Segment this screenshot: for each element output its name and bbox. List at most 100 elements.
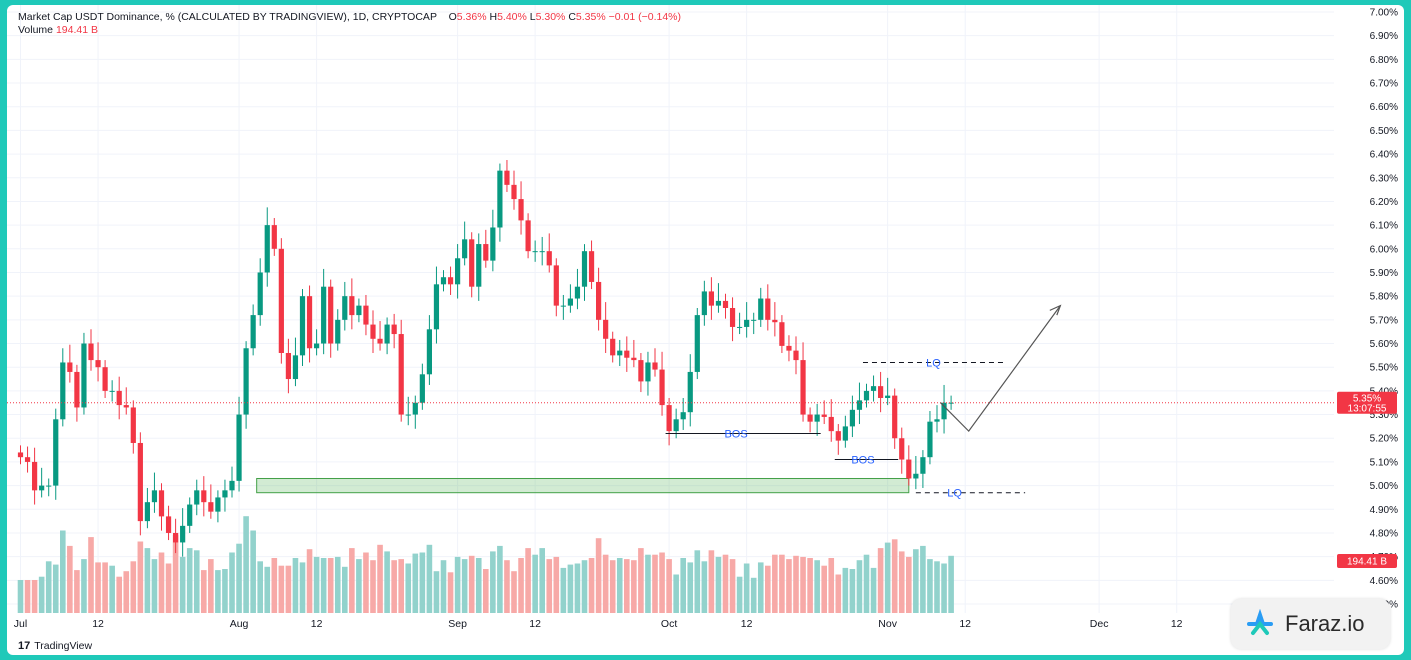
volume-bar — [560, 567, 567, 613]
candle-body — [920, 457, 926, 474]
volume-bar — [88, 537, 94, 613]
y-tick-label: 6.50% — [1370, 126, 1398, 137]
symbol-title[interactable]: Market Cap USDT Dominance, % (CALCULATED… — [18, 11, 437, 23]
close-value: 5.35% — [575, 11, 606, 23]
candle-body — [546, 251, 552, 266]
candle-body — [560, 305, 566, 307]
candle-body — [553, 265, 559, 306]
y-tick-label: 5.00% — [1370, 481, 1398, 492]
volume-label[interactable]: Volume — [18, 24, 54, 36]
volume-bar — [447, 572, 454, 613]
candle-body — [666, 405, 672, 432]
candle-body — [532, 251, 538, 253]
tradingview-logo[interactable]: 17 TradingView — [18, 640, 92, 652]
volume-bar — [229, 552, 235, 613]
volume-bar — [363, 552, 369, 613]
volume-bar — [913, 549, 919, 613]
candle-body — [447, 277, 454, 285]
candle-body — [116, 390, 122, 406]
volume-bar — [201, 570, 207, 613]
price-chart[interactable]: 4.50%4.60%4.70%4.80%4.90%5.00%5.10%5.20%… — [7, 5, 1404, 655]
price-badge-bg — [1337, 391, 1397, 414]
y-tick-label: 5.70% — [1370, 315, 1398, 326]
volume-bar — [828, 558, 835, 613]
candle-body — [772, 319, 778, 323]
volume-bar — [440, 560, 447, 613]
volume-bar — [236, 543, 242, 613]
candle-body — [440, 277, 447, 285]
candle-body — [328, 286, 334, 344]
price-badge-value: 5.35% — [1353, 394, 1381, 405]
candle-body — [779, 322, 785, 346]
volume-bar — [264, 566, 271, 613]
candle-body — [870, 386, 877, 391]
candle-body — [800, 360, 806, 415]
candle-body — [271, 225, 277, 249]
x-tick-label: 12 — [741, 618, 753, 630]
volume-bar — [687, 562, 694, 613]
volume-bar — [250, 530, 256, 613]
candle-body — [941, 402, 947, 420]
candle-body — [786, 345, 792, 351]
y-tick-label: 6.10% — [1370, 221, 1398, 232]
lq-label-1: LQ — [926, 357, 941, 369]
candle-body — [652, 362, 658, 370]
candle-body — [737, 326, 743, 328]
candle-body — [878, 386, 884, 398]
volume-bar — [539, 548, 545, 613]
candle-body — [511, 184, 517, 200]
candle-body — [638, 360, 644, 382]
volume-bar — [243, 516, 249, 613]
candle-body — [490, 227, 496, 261]
volume-bar — [708, 550, 715, 613]
volume-bar — [743, 563, 750, 613]
volume-bar — [567, 564, 574, 613]
candle-body — [144, 502, 150, 522]
candle-body — [158, 490, 165, 517]
candle-body — [292, 355, 299, 380]
projection-arrowhead — [1049, 304, 1062, 316]
candle-body — [278, 248, 284, 353]
volume-bar — [652, 554, 658, 613]
candle-body — [109, 390, 115, 392]
candle-body — [299, 296, 306, 356]
volume-bar — [821, 565, 827, 613]
volume-bar — [666, 559, 672, 613]
candle-body — [95, 360, 101, 368]
volume-bar — [602, 554, 609, 613]
candle-body — [194, 490, 200, 505]
candle-body — [321, 286, 327, 344]
candle-body — [419, 374, 425, 403]
volume-bar — [151, 559, 158, 613]
volume-bar — [800, 556, 806, 613]
volume-bar — [595, 538, 602, 613]
x-tick-label: 12 — [92, 618, 104, 630]
candle-body — [180, 525, 186, 543]
volume-bar — [616, 558, 623, 613]
volume-bar — [722, 554, 729, 613]
volume-bar — [546, 559, 553, 613]
candle-body — [243, 348, 249, 415]
volume-bar — [17, 580, 24, 613]
volume-bar — [370, 560, 376, 613]
candle-body — [151, 490, 158, 503]
volume-bar — [31, 580, 38, 613]
candle-body — [173, 532, 179, 543]
candle-body — [539, 251, 545, 253]
volume-bar — [659, 552, 665, 613]
candle-body — [306, 296, 313, 349]
volume-bar — [313, 556, 320, 613]
volume-bar — [257, 561, 263, 613]
candle-body — [885, 395, 891, 398]
volume-bar — [631, 560, 637, 613]
volume-bar — [483, 569, 489, 613]
candle-body — [849, 409, 855, 427]
candle-body — [934, 419, 940, 422]
candle-body — [525, 220, 531, 252]
volume-bar — [779, 554, 785, 613]
volume-bar — [327, 558, 334, 613]
volume-bar — [694, 550, 701, 613]
volume-bar — [384, 551, 390, 613]
candle-body — [314, 343, 320, 349]
candle-body — [574, 286, 581, 299]
